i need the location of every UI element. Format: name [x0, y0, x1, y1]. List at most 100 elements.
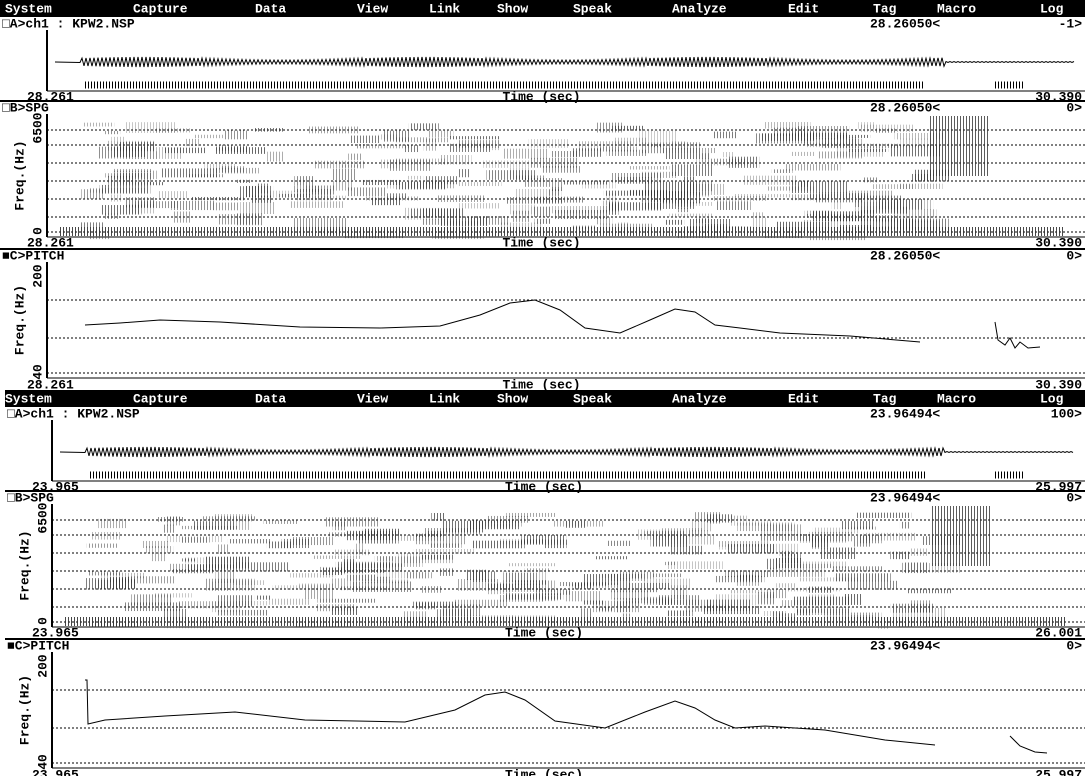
spectrogram-energy — [855, 143, 899, 148]
spectrogram-energy — [384, 180, 396, 189]
spectrogram-energy — [835, 573, 891, 582]
menu-item[interactable]: Show — [497, 1, 528, 16]
spectrogram-energy — [290, 537, 333, 546]
time-axis-label: Time (sec) — [505, 625, 583, 640]
spectrogram-energy — [111, 136, 126, 141]
time-start: 23.965 — [32, 767, 79, 776]
spectrogram-energy — [534, 218, 551, 224]
spectrogram-energy — [782, 554, 803, 559]
spectrogram-energy — [231, 145, 249, 152]
spectrogram-energy — [348, 153, 362, 160]
spectrogram-energy — [375, 576, 390, 582]
spectrogram-energy — [236, 179, 252, 183]
menu-item[interactable]: View — [357, 1, 388, 16]
spectrogram-energy — [91, 531, 121, 540]
menu-item[interactable]: Edit — [788, 1, 819, 16]
spectrogram-energy — [402, 611, 427, 622]
y-bottom-label: 40 — [30, 364, 45, 380]
menu-item[interactable]: Speak — [573, 1, 612, 16]
menu-item[interactable]: Log — [1040, 1, 1064, 16]
spectrogram-energy — [789, 181, 847, 194]
menu-item[interactable]: Data — [255, 391, 286, 406]
spectrogram-energy — [506, 512, 556, 517]
time-axis-label: Time (sec) — [503, 377, 581, 390]
spectrogram-energy — [643, 596, 672, 605]
menu-item[interactable]: Macro — [937, 391, 976, 406]
spectrogram-energy — [572, 148, 603, 157]
menu-item[interactable]: Analyze — [672, 391, 727, 406]
spectrogram-energy — [666, 561, 723, 569]
pitch-contour — [84, 299, 921, 343]
pitch-contour — [85, 679, 936, 746]
menu-item[interactable]: Tag — [873, 391, 897, 406]
spectrogram-energy — [860, 124, 914, 133]
spectrogram-energy — [855, 512, 912, 518]
spectrogram-energy — [325, 517, 380, 527]
y-axis-label: Freq.(Hz) — [12, 140, 27, 210]
spectrogram-energy — [564, 591, 602, 602]
screen: System Capture Data View Link Show Speak Analyz… — [0, 0, 1085, 390]
menu-item[interactable]: Speak — [573, 391, 612, 406]
menu-item[interactable]: System — [5, 1, 52, 16]
spectrogram-energy — [644, 531, 686, 536]
spectrogram-energy — [266, 541, 292, 549]
spectrogram-energy — [651, 143, 662, 148]
spectrogram-energy — [541, 596, 558, 602]
menu-item[interactable]: Tag — [873, 1, 897, 16]
spectrogram-energy — [846, 190, 893, 200]
spectrogram-energy — [378, 134, 398, 140]
spectrogram-energy — [532, 196, 584, 203]
spectrogram-energy — [308, 126, 360, 134]
spectrogram-energy — [642, 202, 695, 209]
time-axis-label: Time (sec) — [503, 89, 581, 104]
menu-item[interactable]: Capture — [133, 391, 188, 406]
menu-item[interactable]: Capture — [133, 1, 188, 16]
menu-item[interactable]: View — [357, 391, 388, 406]
menu-item[interactable]: Show — [497, 391, 528, 406]
spectrogram-energy — [665, 219, 685, 225]
spectrogram-energy — [83, 122, 115, 127]
cursor-value: 28.26050< — [870, 100, 940, 115]
panel-label: ■C>PITCH — [7, 638, 69, 653]
spectrogram-energy — [379, 556, 423, 567]
spectrogram-energy — [664, 599, 684, 605]
menu-item[interactable]: Link — [429, 1, 460, 16]
spectrogram-energy — [368, 144, 410, 149]
menu-item[interactable]: Log — [1040, 391, 1064, 406]
menu-item[interactable]: Analyze — [672, 1, 727, 16]
menu-item[interactable]: System — [5, 391, 52, 406]
spectrogram-energy — [609, 573, 645, 581]
spectrogram-energy — [737, 522, 795, 532]
spectrogram-energy — [775, 221, 831, 231]
cursor-value: 23.96494< — [870, 406, 940, 421]
spectrogram-energy — [86, 543, 119, 548]
spectrogram-energy — [457, 203, 500, 209]
spectrogram-energy — [447, 221, 481, 231]
spectrogram-energy — [822, 214, 854, 222]
spectrogram-energy — [574, 582, 592, 590]
menu-item[interactable]: Data — [255, 1, 286, 16]
spectrogram-energy — [511, 210, 531, 222]
spectrogram-energy — [611, 588, 657, 593]
spectrogram-energy — [890, 551, 910, 560]
spectrogram-energy — [731, 515, 747, 521]
spectrogram-energy — [403, 145, 419, 153]
spectrogram-energy — [524, 178, 564, 187]
waveform — [59, 446, 1074, 458]
spectrogram-energy — [379, 159, 400, 169]
spectrogram-energy — [790, 151, 816, 156]
spectrogram-energy — [124, 122, 176, 133]
spectrogram-energy — [330, 606, 359, 615]
menu-item[interactable]: Macro — [937, 1, 976, 16]
menu-item[interactable]: Edit — [788, 391, 819, 406]
spectrogram-energy — [757, 592, 776, 604]
cursor-marker: 0> — [1066, 490, 1082, 505]
spectrogram-energy — [743, 175, 797, 185]
spectrogram-energy — [343, 559, 355, 571]
spectrogram-energy — [171, 200, 216, 211]
spectrogram-energy — [361, 179, 402, 186]
spectrogram-energy — [863, 532, 916, 541]
menu-item[interactable]: Link — [429, 391, 460, 406]
spectrogram-energy — [752, 212, 765, 218]
spectrogram-energy — [872, 184, 914, 190]
